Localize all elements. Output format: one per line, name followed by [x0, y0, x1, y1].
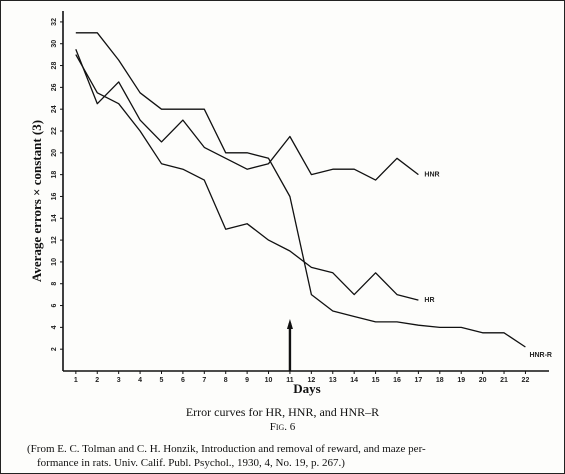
series-label-hr: HR — [424, 297, 434, 304]
x-tick-label: 16 — [393, 377, 401, 384]
y-tick-label: 16 — [51, 192, 58, 200]
x-tick-label: 19 — [457, 377, 465, 384]
x-tick-label: 12 — [307, 377, 315, 384]
x-tick-label: 11 — [286, 377, 294, 384]
x-tick-label: 18 — [436, 377, 444, 384]
y-tick-label: 24 — [51, 105, 58, 113]
axes — [62, 11, 549, 372]
y-tick-label: 2 — [51, 347, 58, 351]
x-tick-label: 13 — [329, 377, 337, 384]
y-tick-label: 20 — [51, 149, 58, 157]
x-tick-label: 4 — [138, 377, 142, 384]
caption-title: Error curves for HR, HNR, and HNR–R — [185, 405, 380, 419]
x-tick-label: 20 — [479, 377, 487, 384]
x-tick-label: 3 — [117, 377, 121, 384]
y-tick-label: 10 — [51, 258, 58, 266]
x-tick-label: 6 — [181, 377, 185, 384]
x-tick-label: 10 — [265, 377, 273, 384]
source-note: (From E. C. Tolman and C. H. Honzik, Int… — [27, 442, 557, 470]
y-tick-label: 6 — [51, 303, 58, 307]
series-label-hnr-r: HNR-R — [529, 352, 552, 359]
x-tick-label: 1 — [74, 377, 78, 384]
series-lines: HNR HR HNR-R — [75, 32, 552, 359]
y-tick-label: 14 — [51, 214, 58, 222]
y-tick-label: 8 — [51, 282, 58, 286]
y-tick-label: 30 — [51, 40, 58, 48]
x-tick-label: 15 — [372, 377, 380, 384]
source-line-2: formance in rats. Univ. Calif. Publ. Psy… — [37, 457, 345, 469]
y-tick-label: 26 — [51, 83, 58, 91]
series-line-hnr — [75, 48, 419, 181]
series-line-hnr-r — [75, 32, 526, 348]
y-tick-label: 32 — [51, 18, 58, 26]
y-tick-label: 28 — [51, 62, 58, 70]
x-axis-ticks: 1 2 3 4 5 6 7 8 9 10 11 12 13 14 15 16 17 18 19 20 21 22 — [74, 371, 530, 384]
x-tick-label: 22 — [522, 377, 530, 384]
y-tick-label: 22 — [51, 127, 58, 135]
y-axis-title: Average errors × constant (3) — [29, 120, 44, 282]
x-tick-label: 7 — [202, 377, 206, 384]
x-tick-label: 21 — [500, 377, 508, 384]
source-line-1: (From E. C. Tolman and C. H. Honzik, Int… — [27, 443, 426, 455]
y-tick-label: 12 — [51, 236, 58, 244]
arrow-head — [286, 319, 293, 329]
figure-number: Fig. 6 — [269, 421, 296, 433]
x-axis-title: Days — [293, 381, 320, 396]
x-tick-label: 2 — [95, 377, 99, 384]
x-tick-label: 5 — [160, 377, 164, 384]
x-tick-label: 17 — [415, 377, 423, 384]
day-11-arrow — [286, 319, 293, 371]
y-tick-label: 4 — [51, 325, 58, 329]
figure-caption: Error curves for HR, HNR, and HNR–R Fig.… — [1, 405, 564, 435]
x-tick-label: 9 — [245, 377, 249, 384]
y-tick-label: 18 — [51, 171, 58, 179]
series-line-hr — [75, 54, 419, 301]
x-tick-label: 14 — [350, 377, 358, 384]
x-tick-label: 8 — [224, 377, 228, 384]
series-label-hnr: HNR — [424, 172, 439, 179]
